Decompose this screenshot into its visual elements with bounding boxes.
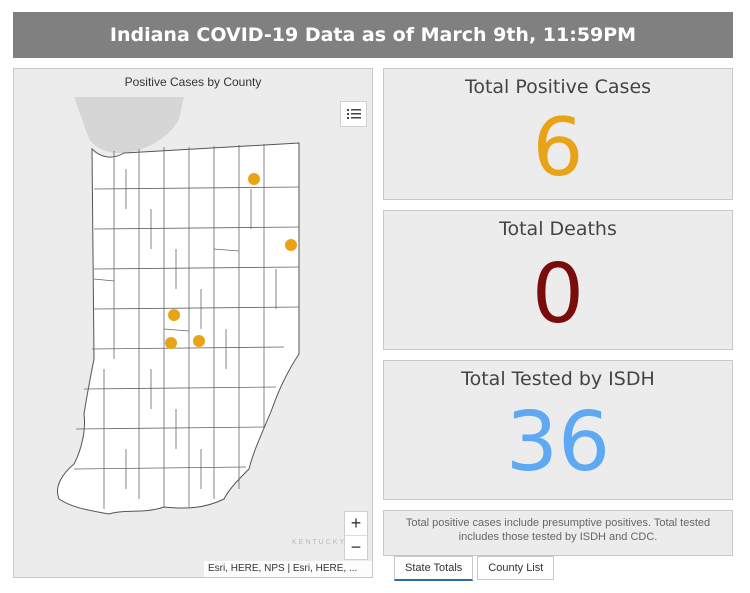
total-tested-card: Total Tested by ISDH 36 xyxy=(383,360,733,500)
map-title: Positive Cases by County xyxy=(124,75,262,89)
county-map-panel[interactable]: KENTUCKY Positive Cases by County + − Es… xyxy=(13,68,373,578)
list-icon xyxy=(346,109,361,119)
total-tested-title: Total Tested by ISDH xyxy=(461,368,655,390)
total-tested-value: 36 xyxy=(505,395,611,490)
data-footnote: Total positive cases include presumptive… xyxy=(383,510,733,556)
lake-michigan xyxy=(74,97,184,154)
view-tabs: State Totals County List xyxy=(394,556,555,581)
county-boundaries xyxy=(73,144,300,509)
map-attribution[interactable]: Esri, HERE, NPS | Esri, HERE, ... xyxy=(204,561,372,577)
case-marker[interactable] xyxy=(193,335,205,347)
case-marker[interactable] xyxy=(165,337,177,349)
zoom-controls: + − xyxy=(344,511,368,560)
tab-state-totals[interactable]: State Totals xyxy=(394,556,474,581)
total-positive-value: 6 xyxy=(532,101,584,194)
case-marker[interactable] xyxy=(168,309,180,321)
total-deaths-card: Total Deaths 0 xyxy=(383,210,733,350)
total-deaths-value: 0 xyxy=(531,247,585,342)
total-deaths-title: Total Deaths xyxy=(499,218,617,240)
total-positive-title: Total Positive Cases xyxy=(464,76,652,98)
kentucky-watermark: KENTUCKY xyxy=(292,539,346,546)
indiana-county-map[interactable]: KENTUCKY xyxy=(14,69,373,578)
case-marker[interactable] xyxy=(248,173,260,185)
total-positive-card: Total Positive Cases 6 xyxy=(383,68,733,200)
zoom-out-button[interactable]: − xyxy=(345,535,367,559)
indiana-outline xyxy=(57,142,300,515)
legend-button[interactable] xyxy=(340,101,367,127)
zoom-in-button[interactable]: + xyxy=(350,513,362,533)
case-markers[interactable] xyxy=(165,173,297,349)
case-marker[interactable] xyxy=(285,239,297,251)
dashboard-title: Indiana COVID-19 Data as of March 9th, 1… xyxy=(13,12,733,58)
tab-county-list[interactable]: County List xyxy=(477,556,555,580)
